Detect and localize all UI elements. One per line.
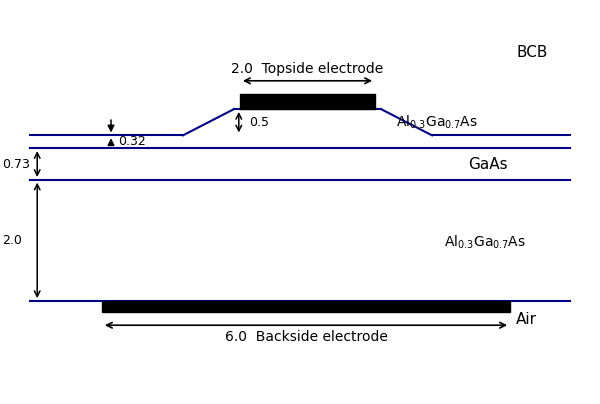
Text: GaAs: GaAs [468, 156, 508, 172]
Text: Al$_{0.3}$Ga$_{0.7}$As: Al$_{0.3}$Ga$_{0.7}$As [396, 113, 478, 131]
Text: 0.32: 0.32 [118, 135, 146, 148]
Bar [240, 94, 375, 109]
Text: 2.0: 2.0 [2, 234, 22, 247]
Text: 2.0  Topside electrode: 2.0 Topside electrode [232, 63, 383, 76]
Text: 0.5: 0.5 [250, 116, 269, 129]
Text: Air: Air [516, 311, 537, 327]
Text: 6.0  Backside electrode: 6.0 Backside electrode [224, 330, 388, 344]
Text: 0.73: 0.73 [2, 158, 30, 170]
Bar [102, 301, 510, 312]
Text: Al$_{0.3}$Ga$_{0.7}$As: Al$_{0.3}$Ga$_{0.7}$As [444, 234, 526, 251]
Text: BCB: BCB [516, 45, 547, 60]
